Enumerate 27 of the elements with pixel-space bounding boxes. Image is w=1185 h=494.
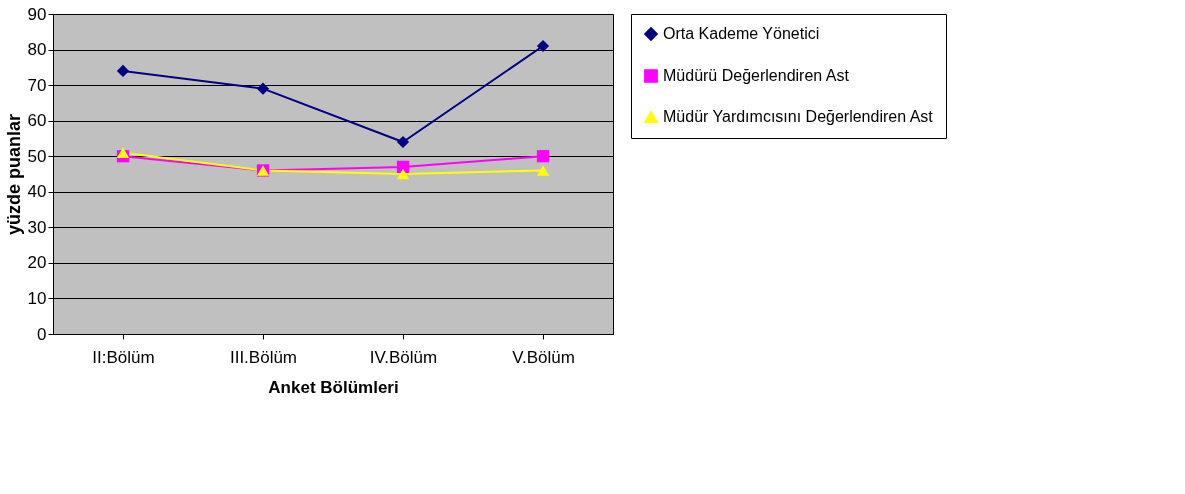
point [396,135,410,149]
y-tick-label: 20 [27,253,47,273]
point [396,168,410,180]
y-tick-label: 80 [27,40,47,60]
legend-label: Müdürü Değerlendiren Ast [663,67,850,84]
y-tick-label: 60 [27,111,47,131]
legend-label: Orta Kademe Yönetici [663,25,820,42]
x-tick-label: IV.Bölüm [369,347,438,367]
legend-label: Müdür Yardımcısını Değerlendiren Ast [663,108,934,125]
point [116,64,130,78]
x-tick-label: III.Bölüm [229,347,298,367]
y-tick-label: 70 [27,75,47,95]
y-tick-label: 90 [27,4,47,24]
y-tick-label: 0 [37,324,47,344]
point [536,150,550,163]
point [536,165,550,176]
point [256,82,270,95]
x-tick-label: II:Bölüm [92,347,155,367]
y-tick-label: 50 [27,146,47,166]
y-tick-label: 30 [27,217,47,237]
y-tick-label: 40 [27,182,47,202]
y-axis-title: yüzde puanlar [3,113,24,236]
x-axis-title: Anket Bölümleri [268,377,399,397]
y-tick-label: 10 [27,288,47,308]
x-tick-label: V.Bölüm [512,347,575,367]
point [116,147,130,158]
point [536,39,550,53]
